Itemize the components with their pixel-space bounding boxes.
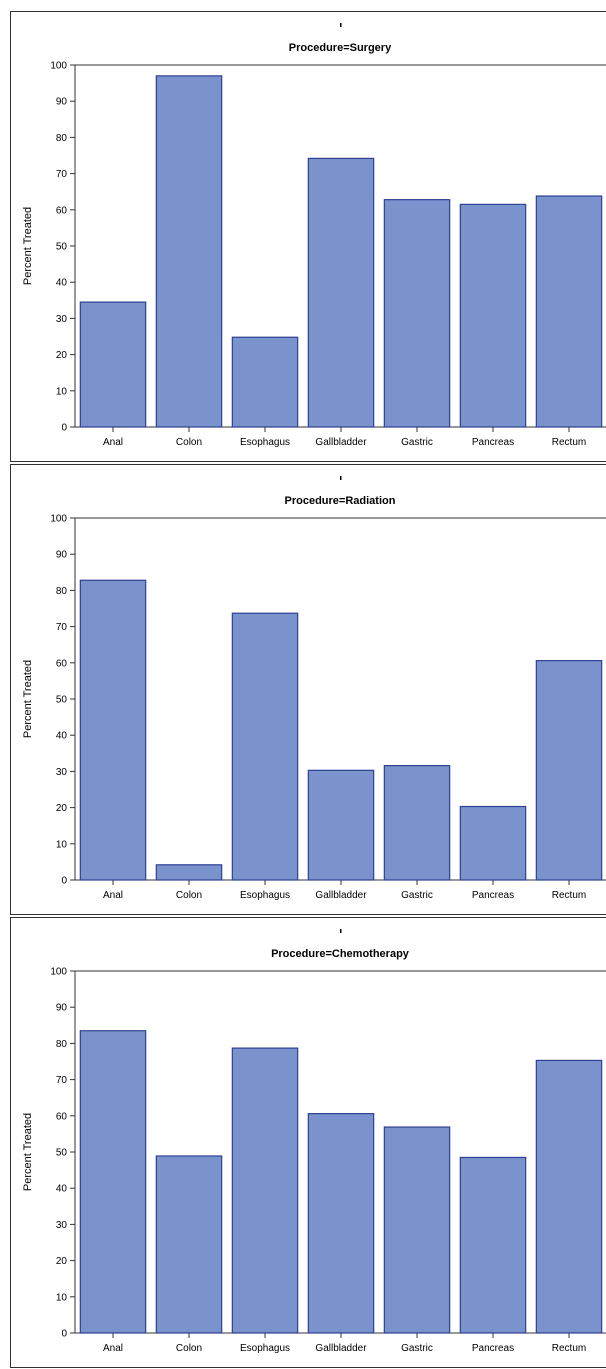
bar-chart-surgery: Procedure=Surgery 0 10 20 30 40 50 60 70 80 90 100 A…: [22, 23, 606, 448]
y-tick-label: 40: [56, 1184, 68, 1195]
bar-pancreas: [459, 203, 527, 428]
y-tick-label: 100: [50, 61, 67, 72]
y-tick-label: 30: [56, 1220, 68, 1231]
title-marker: [340, 476, 342, 480]
y-tick-label: 0: [61, 423, 67, 434]
x-tick-label-gastric: Gastric: [401, 1343, 433, 1354]
y-tick-label: 50: [56, 242, 68, 253]
y-tick-label: 0: [61, 1329, 67, 1340]
bar-colon: [155, 75, 223, 428]
x-tick-label-colon: Colon: [176, 1343, 202, 1354]
chart-panel-radiation: Procedure=Radiation 0 10 20 30 40 50 60 70 80 90 10…: [10, 464, 606, 915]
bar-colon: [155, 864, 223, 881]
x-tick-label-anal: Anal: [103, 1343, 123, 1354]
x-tick-label-colon: Colon: [176, 437, 202, 448]
bar-gallbladder: [307, 769, 375, 881]
x-tick-label-rectum: Rectum: [552, 890, 586, 901]
bar-colon: [155, 1155, 223, 1334]
chart-panel-surgery: Procedure=Surgery 0 10 20 30 40 50 60 70 80 90 100 A…: [10, 11, 606, 462]
y-tick-label: 20: [56, 350, 68, 361]
y-tick-label: 50: [56, 1148, 68, 1159]
x-tick-label-rectum: Rectum: [552, 1343, 586, 1354]
y-tick-label: 80: [56, 133, 68, 144]
bar-gastric: [383, 1126, 451, 1334]
y-axis-label: Percent Treated: [22, 207, 34, 285]
bar-gastric: [383, 199, 451, 428]
bar-chart-radiation: Procedure=Radiation 0 10 20 30 40 50 60 70 80 90 10…: [22, 476, 606, 901]
bar-pancreas: [459, 1156, 527, 1334]
bar-esophagus: [231, 1047, 299, 1334]
y-tick-label: 100: [50, 514, 67, 525]
chart-panel-chemotherapy: Procedure=Chemotherapy 0 10 20 30 40 50 60 70 80 9…: [10, 917, 606, 1368]
y-tick-label: 40: [56, 731, 68, 742]
y-tick-label: 30: [56, 767, 68, 778]
y-tick-label: 90: [56, 1003, 68, 1014]
y-tick-label: 50: [56, 695, 68, 706]
x-tick-label-rectum: Rectum: [552, 437, 586, 448]
y-tick-label: 40: [56, 278, 68, 289]
x-tick-label-gallbladder: Gallbladder: [315, 437, 367, 448]
title-marker: [340, 23, 342, 27]
y-tick-label: 10: [56, 1292, 68, 1303]
bar-pancreas: [459, 805, 527, 881]
bar-rectum: [535, 660, 603, 881]
y-axis-label: Percent Treated: [22, 1113, 34, 1191]
bar-gallbladder: [307, 1113, 375, 1334]
y-tick-label: 70: [56, 622, 68, 633]
bar-chart-chemotherapy: Procedure=Chemotherapy 0 10 20 30 40 50 60 70 80 9…: [22, 929, 606, 1354]
bar-anal: [79, 579, 147, 881]
y-tick-label: 70: [56, 1075, 68, 1086]
x-tick-label-gallbladder: Gallbladder: [315, 1343, 367, 1354]
y-tick-label: 80: [56, 1039, 68, 1050]
x-tick-label-anal: Anal: [103, 890, 123, 901]
y-tick-label: 10: [56, 839, 68, 850]
x-tick-label-gastric: Gastric: [401, 890, 433, 901]
bar-anal: [79, 301, 147, 428]
x-tick-label-gastric: Gastric: [401, 437, 433, 448]
y-tick-label: 70: [56, 169, 68, 180]
y-tick-label: 20: [56, 1256, 68, 1267]
x-tick-label-gallbladder: Gallbladder: [315, 890, 367, 901]
x-tick-label-pancreas: Pancreas: [472, 890, 514, 901]
y-tick-label: 80: [56, 586, 68, 597]
x-tick-label-esophagus: Esophagus: [240, 890, 290, 901]
bar-gastric: [383, 765, 451, 881]
bar-esophagus: [231, 336, 299, 428]
y-tick-label: 30: [56, 314, 68, 325]
y-tick-label: 90: [56, 97, 68, 108]
x-tick-label-anal: Anal: [103, 437, 123, 448]
bar-rectum: [535, 195, 603, 428]
y-tick-label: 10: [56, 386, 68, 397]
y-tick-label: 20: [56, 803, 68, 814]
chart-title: Procedure=Radiation: [285, 495, 396, 507]
bar-anal: [79, 1030, 147, 1334]
y-tick-label: 60: [56, 658, 68, 669]
title-marker: [340, 929, 342, 933]
y-tick-label: 60: [56, 205, 68, 216]
x-tick-label-colon: Colon: [176, 890, 202, 901]
x-tick-label-pancreas: Pancreas: [472, 437, 514, 448]
y-tick-label: 90: [56, 550, 68, 561]
y-axis-label: Percent Treated: [22, 660, 34, 738]
bar-rectum: [535, 1059, 603, 1334]
bar-gallbladder: [307, 157, 375, 428]
x-tick-label-esophagus: Esophagus: [240, 437, 290, 448]
chart-title: Procedure=Chemotherapy: [271, 948, 410, 960]
y-tick-label: 100: [50, 967, 67, 978]
x-tick-label-pancreas: Pancreas: [472, 1343, 514, 1354]
chart-title: Procedure=Surgery: [289, 42, 392, 54]
x-tick-label-esophagus: Esophagus: [240, 1343, 290, 1354]
y-tick-label: 60: [56, 1111, 68, 1122]
y-tick-label: 0: [61, 876, 67, 887]
bar-esophagus: [231, 612, 299, 881]
